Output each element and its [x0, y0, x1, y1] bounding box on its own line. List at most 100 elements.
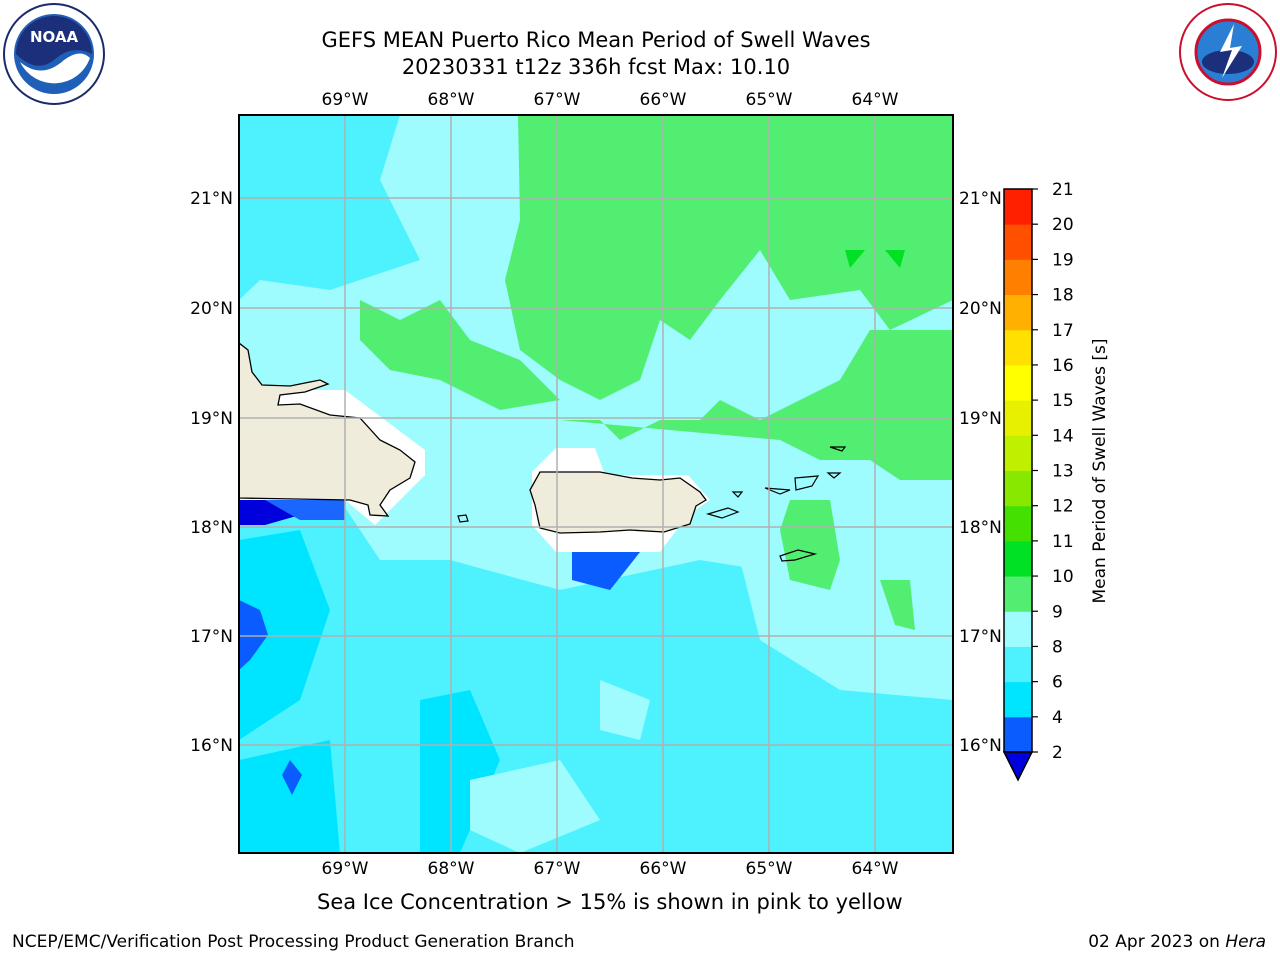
culebra-island	[731, 491, 744, 498]
colorbar-segment	[1004, 576, 1032, 612]
field-region	[282, 760, 302, 795]
colorbar-segment	[1004, 294, 1032, 331]
lon-label: 68°W	[428, 90, 475, 110]
colorbar-under-extend	[1002, 751, 1034, 782]
colorbar-segment	[1004, 681, 1032, 718]
colorbar-segment	[1004, 364, 1032, 401]
lon-label: 64°W	[852, 90, 899, 110]
colorbar-segment	[1004, 716, 1032, 753]
lon-label: 65°W	[746, 90, 793, 110]
bvi-island	[794, 475, 820, 491]
field-region	[780, 500, 840, 590]
graticule	[239, 115, 953, 853]
field-region	[239, 600, 268, 670]
mona-island	[457, 514, 469, 523]
colorbar-tick-label: 21	[1052, 180, 1074, 200]
lon-label: 69°W	[322, 90, 369, 110]
noaa-logo: NOAA	[3, 3, 105, 105]
lat-label: 19°N	[190, 409, 233, 429]
footer-host: Hera	[1225, 932, 1266, 952]
colorbar-segment	[1004, 189, 1032, 225]
swell-period-field	[239, 115, 953, 853]
lon-label: 65°W	[746, 859, 793, 879]
lat-label: 18°N	[190, 518, 233, 538]
virgin-gorda-island	[826, 472, 842, 479]
st-thomas-island	[764, 487, 791, 495]
colorbar-tick-label: 12	[1052, 497, 1074, 517]
field-region	[885, 250, 905, 268]
colorbar-segment	[1004, 611, 1032, 647]
colorbar-segment	[1004, 646, 1032, 683]
colorbar-segment	[1004, 329, 1032, 366]
field-region	[600, 680, 650, 740]
lon-labels-bottom: 69°W 68°W 67°W 66°W 65°W 64°W	[322, 859, 899, 879]
colorbar-tick-label: 19	[1052, 250, 1074, 270]
colorbar-tick-label: 4	[1052, 708, 1063, 728]
lon-labels-top: 69°W 68°W 67°W 66°W 65°W 64°W	[322, 90, 899, 110]
colorbar-segment	[1004, 505, 1032, 542]
colorbar-tick-label: 8	[1052, 637, 1063, 657]
anegada-island	[829, 446, 847, 452]
puerto-rico-land	[529, 471, 707, 534]
lon-label: 64°W	[852, 859, 899, 879]
field-region	[265, 500, 345, 520]
vieques-island	[705, 507, 740, 519]
colorbar-segment	[1004, 400, 1032, 436]
lon-label: 69°W	[322, 859, 369, 879]
colorbar-tick-label: 11	[1052, 532, 1074, 552]
field-region	[880, 580, 915, 630]
chart-title: GEFS MEAN Puerto Rico Mean Period of Swe…	[321, 28, 871, 52]
colorbar: 2 4 6 8 9 10 11 12 13 14 15 16 17 18 19 20 21	[1002, 180, 1074, 782]
lat-label: 18°N	[959, 518, 1002, 538]
field-region	[560, 330, 953, 480]
colorbar-tick-label: 9	[1052, 602, 1063, 622]
colorbar-tick-label: 10	[1052, 567, 1074, 587]
colorbar-segment	[1004, 470, 1032, 507]
colorbar-segment	[1004, 259, 1032, 296]
colorbar-segment	[1004, 224, 1032, 260]
field-region	[572, 552, 640, 590]
map-frame	[238, 114, 954, 854]
lat-label: 16°N	[959, 736, 1002, 756]
lat-label: 19°N	[959, 409, 1002, 429]
lon-label: 66°W	[640, 859, 687, 879]
lat-label: 20°N	[190, 299, 233, 319]
colorbar-tick-label: 13	[1052, 462, 1074, 482]
colorbar-tick-label: 17	[1052, 321, 1074, 341]
colorbar-segment	[1004, 435, 1032, 471]
sea-ice-note: Sea Ice Concentration > 15% is shown in …	[317, 890, 903, 914]
colorbar-tick-label: 15	[1052, 391, 1074, 411]
lat-label: 17°N	[190, 627, 233, 647]
svg-text:NOAA: NOAA	[30, 28, 79, 46]
st-croix-island	[779, 549, 818, 562]
lat-label: 21°N	[959, 189, 1002, 209]
field-region	[239, 115, 420, 300]
lon-label: 66°W	[640, 90, 687, 110]
field-region	[845, 250, 865, 268]
colorbar-tick-label: 18	[1052, 286, 1074, 306]
colorbar-tick-label: 20	[1052, 215, 1074, 235]
field-region	[470, 760, 600, 853]
colorbar-tick-label: 16	[1052, 356, 1074, 376]
chart-subtitle: 20230331 t12z 336h fcst Max: 10.10	[401, 55, 791, 79]
field-region	[239, 530, 330, 740]
colorbar-segment	[1004, 540, 1032, 577]
colorbar-tick-label: 6	[1052, 673, 1063, 693]
lon-label: 67°W	[534, 859, 581, 879]
nws-logo	[1179, 3, 1277, 101]
footer-date-text: 02 Apr 2023 on	[1088, 932, 1226, 952]
lat-label: 21°N	[190, 189, 233, 209]
lat-labels-right: 21°N 20°N 19°N 18°N 17°N 16°N	[959, 189, 1002, 756]
footer-credit: NCEP/EMC/Verification Post Processing Pr…	[12, 932, 575, 952]
colorbar-tick-label: 2	[1052, 743, 1063, 763]
lat-label: 20°N	[959, 299, 1002, 319]
lon-label: 67°W	[534, 90, 581, 110]
footer-date: 02 Apr 2023 on Hera	[1088, 932, 1266, 952]
lat-label: 17°N	[959, 627, 1002, 647]
field-region	[360, 300, 560, 410]
field-region	[505, 115, 953, 400]
lat-labels-left: 21°N 20°N 19°N 18°N 17°N 16°N	[190, 189, 233, 756]
colorbar-tick-label: 14	[1052, 426, 1074, 446]
field-region	[239, 740, 340, 853]
